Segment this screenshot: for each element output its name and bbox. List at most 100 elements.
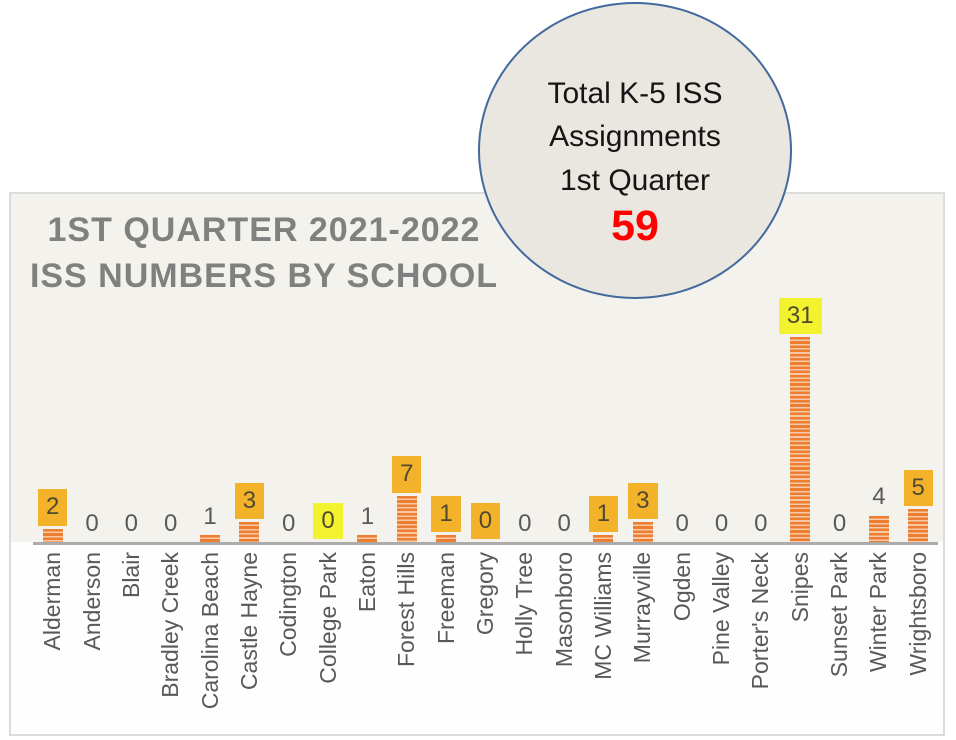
bar-value-label: 0 xyxy=(313,502,343,539)
bar xyxy=(42,528,63,542)
bar xyxy=(908,509,929,542)
chart-title: 1ST QUARTER 2021-2022 ISS NUMBERS BY SCH… xyxy=(23,208,505,300)
x-axis-label-cell: Codington xyxy=(269,552,308,732)
x-axis-label-cell: Wrightsboro xyxy=(899,552,938,732)
x-axis-label: Codington xyxy=(275,552,302,657)
x-axis-label-cell: Winter Park xyxy=(859,552,898,732)
bar xyxy=(868,515,889,542)
x-axis-label: Gregory xyxy=(471,552,498,636)
bar-value-label: 0 xyxy=(832,509,847,537)
bar-column: 1 xyxy=(426,496,465,542)
x-axis-label-cell: Carolina Beach xyxy=(190,552,229,732)
bar-value-label: 0 xyxy=(557,509,571,537)
x-axis-label: Sunset Park xyxy=(826,552,853,678)
x-axis-label: Bradley Creek xyxy=(157,552,184,698)
bar-value-label: 7 xyxy=(392,456,422,493)
bar-column: 31 xyxy=(778,298,822,542)
bar-value-label: 0 xyxy=(754,509,768,537)
bar-column: 3 xyxy=(623,482,662,542)
bar-column: 0 xyxy=(151,509,190,542)
bar-column: 7 xyxy=(387,456,426,542)
bar-value-label: 0 xyxy=(164,509,178,537)
chart-panel: 2 0 0 0 1 3 0 0 1 7 1 0 0 0 1 3 0 0 0 31 0 4 5 Alderman Anderso… xyxy=(9,192,945,736)
x-axis-label-cell: MC Williams xyxy=(584,552,623,732)
chart-title-line1: 1ST QUARTER 2021-2022 xyxy=(47,211,481,249)
bar-column: 0 xyxy=(308,502,347,542)
bar xyxy=(593,535,614,542)
x-axis-label-cell: Snipes xyxy=(781,552,820,732)
bar-value-label: 1 xyxy=(203,503,217,531)
x-axis-label-cell: Alderman xyxy=(33,552,72,732)
bar-value-label: 3 xyxy=(628,482,658,520)
bar-column: 2 xyxy=(33,489,72,542)
x-axis-label-cell: Holly Tree xyxy=(505,552,544,732)
bar xyxy=(396,495,417,542)
bar-value-label: 0 xyxy=(714,509,729,537)
x-axis-label-cell: College Park xyxy=(308,552,347,732)
x-axis-label-cell: Murrayville xyxy=(623,552,662,732)
x-axis-label-cell: Sunset Park xyxy=(820,552,859,732)
bar xyxy=(790,337,811,542)
bar-column: 0 xyxy=(544,509,583,542)
bar-value-label: 4 xyxy=(872,483,886,511)
bar-column: 0 xyxy=(820,509,859,542)
callout-line2: Assignments xyxy=(549,120,721,154)
x-axis-label: Wrightsboro xyxy=(904,552,931,676)
bar-column: 0 xyxy=(112,509,151,542)
bar-value-label: 31 xyxy=(778,298,822,335)
callout-total-value: 59 xyxy=(611,202,659,251)
bar-columns: 2 0 0 0 1 3 0 0 1 7 1 0 0 0 1 3 0 0 0 31 0 4 5 xyxy=(33,194,938,542)
bar-column: 1 xyxy=(190,502,229,542)
x-axis-line xyxy=(33,542,938,545)
x-axis-label: Murrayville xyxy=(629,552,656,664)
bar-value-label: 0 xyxy=(85,509,99,537)
callout-line3: 1st Quarter xyxy=(559,163,711,197)
bar-column: 1 xyxy=(348,502,387,542)
x-axis-label: Snipes xyxy=(786,552,813,623)
x-axis-label: College Park xyxy=(314,552,341,684)
bar-value-label: 0 xyxy=(675,509,689,537)
bar-column: 0 xyxy=(466,502,505,542)
x-axis-label-cell: Blair xyxy=(112,552,151,732)
x-axis-label: Carolina Beach xyxy=(196,552,223,710)
bar-value-label: 3 xyxy=(234,482,265,520)
x-axis-label-cell: Eaton xyxy=(348,552,387,732)
x-axis-label: Holly Tree xyxy=(511,552,538,656)
bar-column: 0 xyxy=(72,509,111,542)
x-axis-label: Masonboro xyxy=(550,552,577,668)
bar-value-label: 0 xyxy=(518,509,532,537)
x-axis-label: Ogden xyxy=(668,552,695,622)
bar-column: 0 xyxy=(702,509,741,542)
x-axis-label-cell: Ogden xyxy=(663,552,702,732)
x-axis-label: Alderman xyxy=(39,552,66,651)
bar-value-label: 1 xyxy=(360,503,375,531)
x-axis-label-cell: Masonboro xyxy=(544,552,583,732)
bar-value-label: 0 xyxy=(124,509,139,537)
bar xyxy=(239,522,260,542)
callout-line1: Total K-5 ISS xyxy=(547,76,723,110)
x-axis-label-cell: Castle Hayne xyxy=(230,552,269,732)
x-axis-label: Winter Park xyxy=(865,552,892,673)
bar-value-label: 2 xyxy=(37,489,68,526)
bar-value-label: 5 xyxy=(903,469,933,506)
bar xyxy=(200,535,221,542)
x-axis-label-cell: Freeman xyxy=(426,552,465,732)
x-axis-label-cell: Bradley Creek xyxy=(151,552,190,732)
bar-column: 5 xyxy=(899,469,938,542)
bar-column: 3 xyxy=(230,482,269,542)
bar-column: 0 xyxy=(741,509,780,542)
chart-title-line2: ISS NUMBERS BY SCHOOL xyxy=(29,256,499,295)
x-axis-label-cell: Anderson xyxy=(72,552,111,732)
x-axis-label: Castle Hayne xyxy=(235,552,262,691)
x-axis-label-cell: Forest Hills xyxy=(387,552,426,732)
x-axis-label: Blair xyxy=(117,552,144,599)
x-axis-label: Eaton xyxy=(353,552,380,613)
bar-column: 4 xyxy=(859,482,898,542)
x-axis-label: Pine Valley xyxy=(708,552,735,666)
x-axis-label: Anderson xyxy=(78,552,105,651)
x-axis-label-cell: Gregory xyxy=(466,552,505,732)
x-axis-label: Forest Hills xyxy=(393,552,420,668)
bar-column: 0 xyxy=(505,509,544,542)
bar-column: 1 xyxy=(584,496,623,542)
bar-value-label: 0 xyxy=(470,502,501,539)
